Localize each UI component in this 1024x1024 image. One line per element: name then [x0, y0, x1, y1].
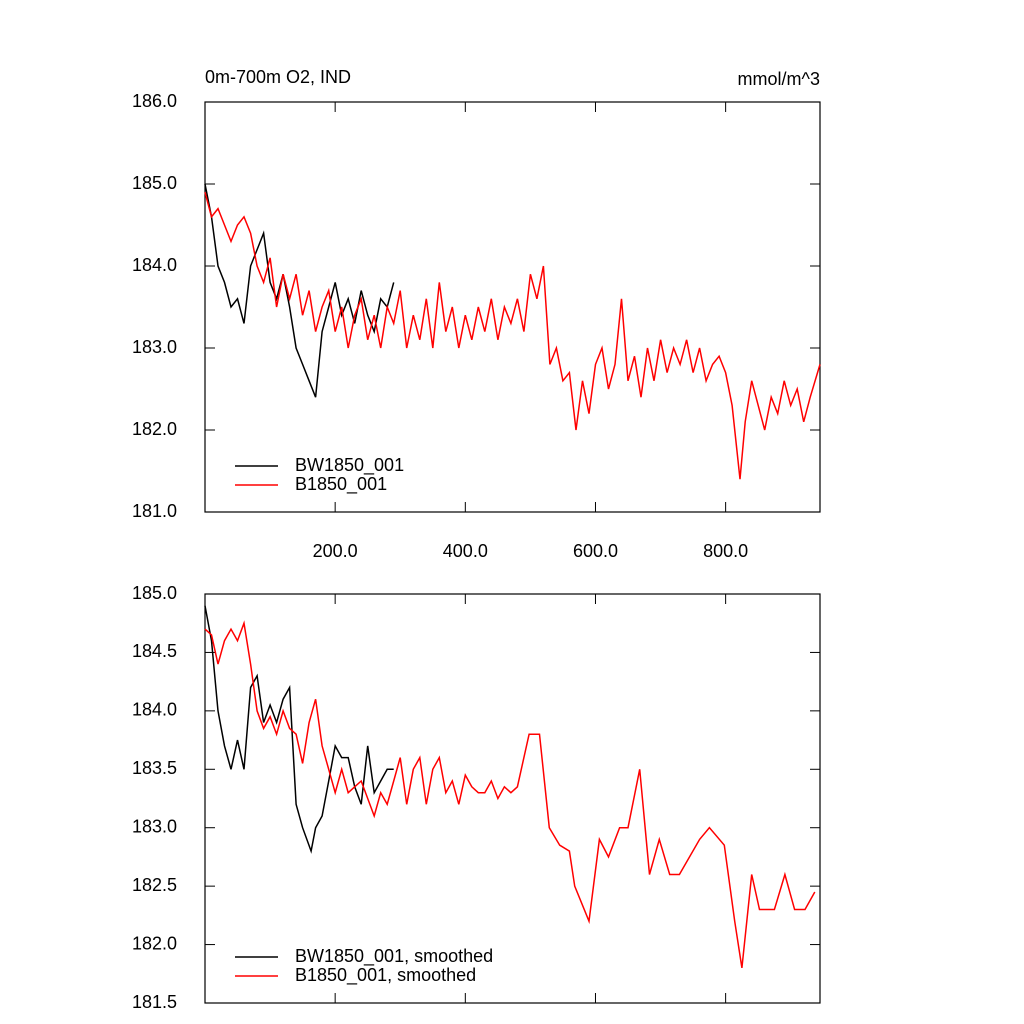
legend-label: B1850_001, smoothed	[295, 965, 476, 986]
y-tick-label: 181.0	[132, 501, 177, 521]
plot-frame	[204, 101, 821, 513]
y-tick-label: 184.0	[132, 700, 177, 720]
y-tick-label: 185.0	[132, 583, 177, 603]
y-tick-label: 185.0	[132, 173, 177, 193]
y-tick-label: 182.5	[132, 875, 177, 895]
y-tick-label: 186.0	[132, 91, 177, 111]
y-tick-label: 184.0	[132, 255, 177, 275]
y-tick-label: 183.5	[132, 758, 177, 778]
y-tick-label: 183.0	[132, 337, 177, 357]
y-tick-label: 182.0	[132, 419, 177, 439]
x-tick-label: 400.0	[443, 541, 488, 561]
data-line	[204, 183, 395, 398]
y-tick-label: 184.5	[132, 641, 177, 661]
x-tick-label: 800.0	[703, 541, 748, 561]
legend-label: B1850_001	[295, 474, 387, 495]
data-line	[204, 605, 394, 854]
legend-label: BW1850_001, smoothed	[295, 946, 493, 967]
chart-title: 0m-700m O2, IND	[205, 67, 351, 87]
y-tick-label: 181.5	[132, 992, 177, 1012]
y-tick-label: 182.0	[132, 933, 177, 953]
y-tick-label: 183.0	[132, 816, 177, 836]
chart-units: mmol/m^3	[738, 69, 820, 89]
plot-frame	[204, 593, 821, 1004]
data-line	[204, 192, 821, 480]
legend-label: BW1850_001	[295, 455, 404, 476]
x-tick-label: 600.0	[573, 541, 618, 561]
x-tick-label: 200.0	[313, 541, 358, 561]
data-line	[204, 620, 816, 969]
